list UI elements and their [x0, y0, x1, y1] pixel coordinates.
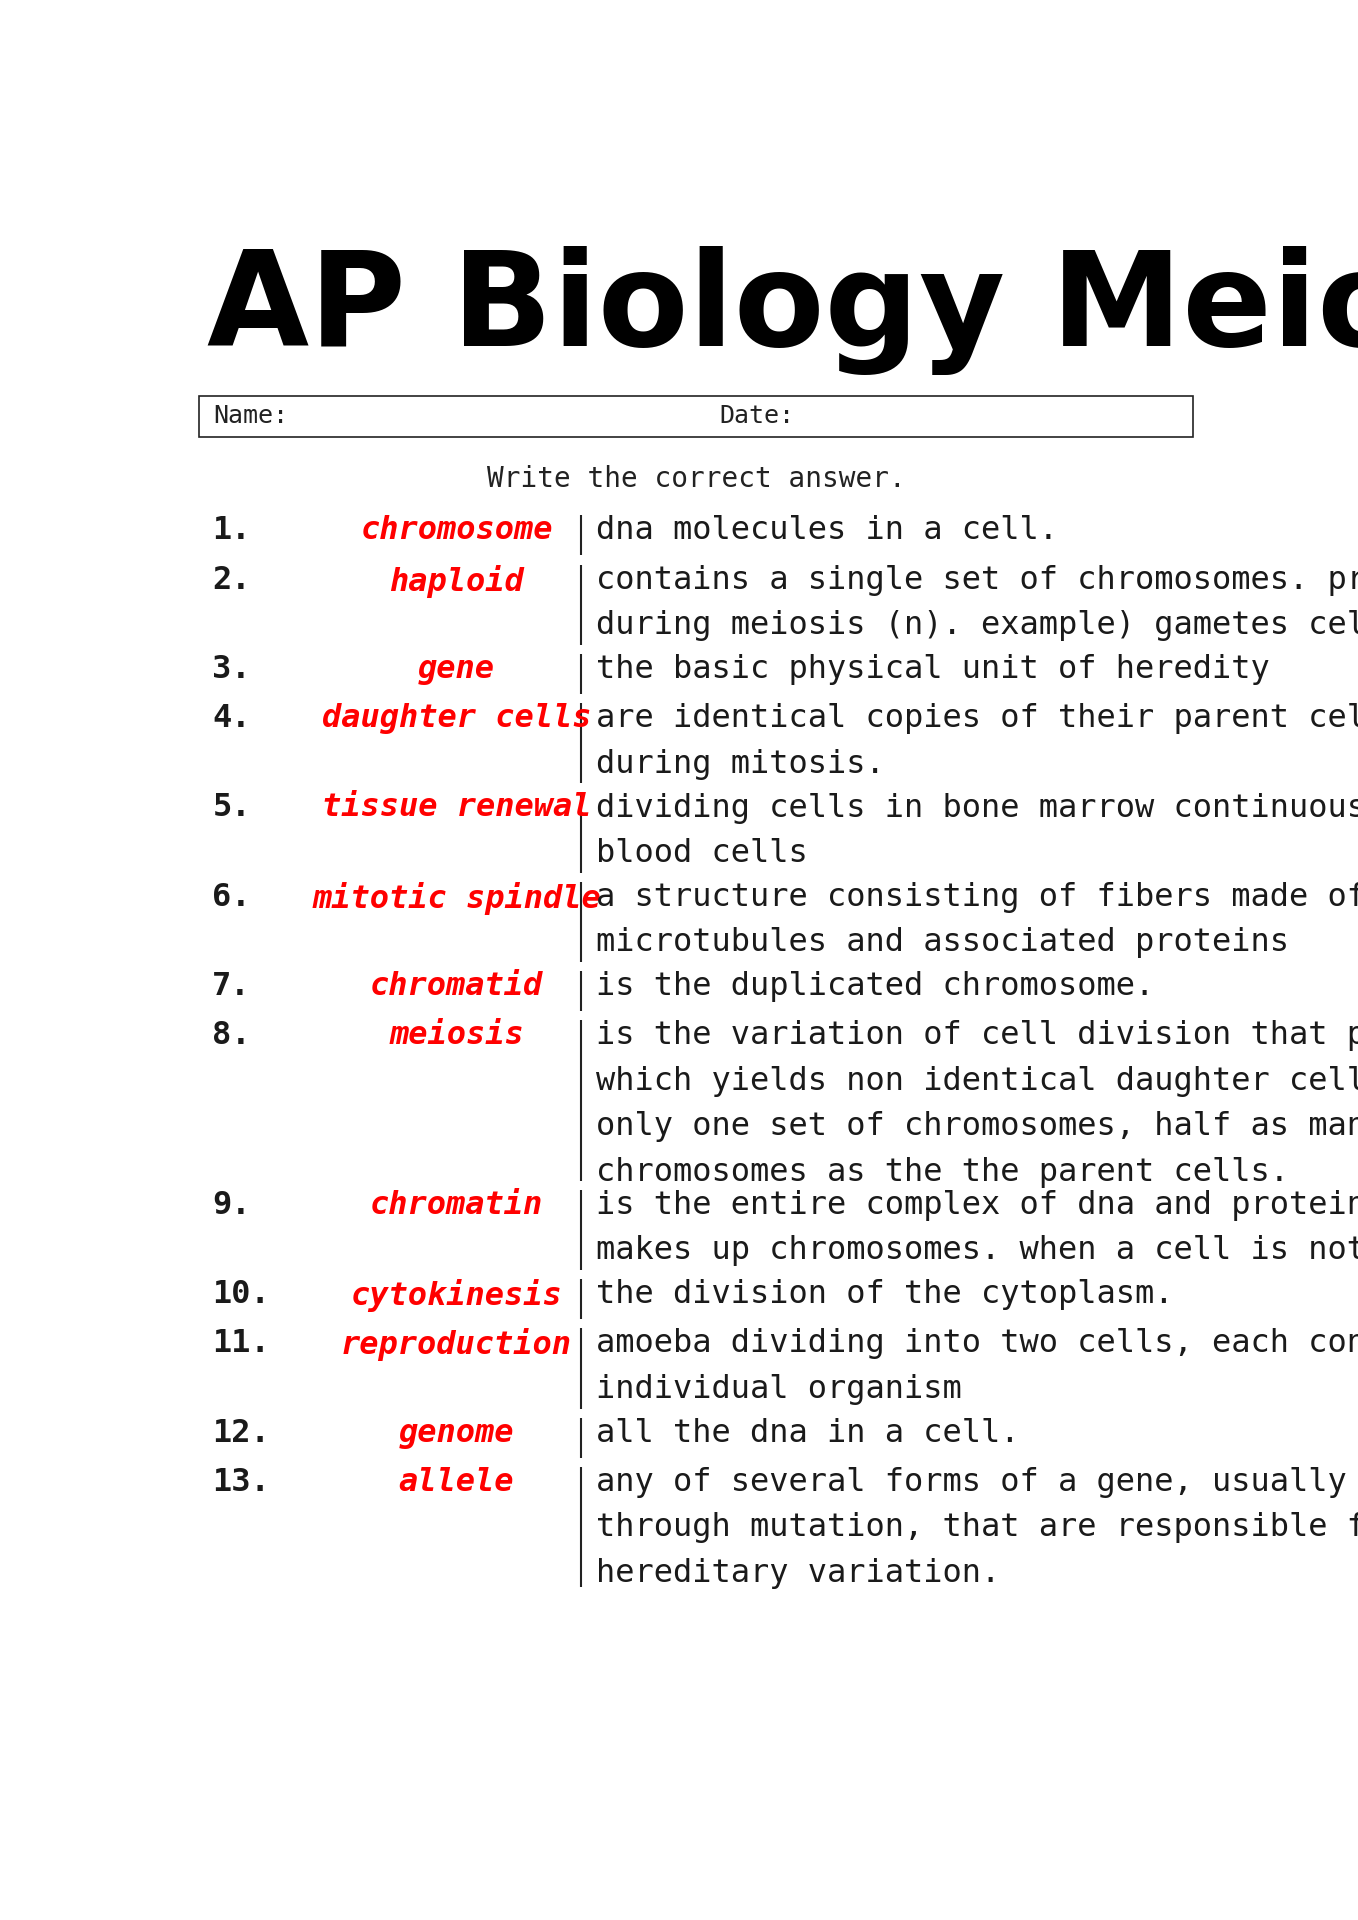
- Text: 7.: 7.: [212, 972, 251, 1002]
- Text: allele: allele: [399, 1467, 515, 1498]
- Text: 11.: 11.: [212, 1329, 270, 1359]
- Text: a structure consisting of fibers made of
microtubules and associated proteins: a structure consisting of fibers made of…: [596, 881, 1358, 958]
- Text: Date:: Date:: [720, 405, 794, 428]
- Text: 1.: 1.: [212, 515, 251, 547]
- Text: reproduction: reproduction: [341, 1329, 572, 1361]
- Text: 9.: 9.: [212, 1190, 251, 1221]
- Bar: [200, 396, 1192, 436]
- Text: 6.: 6.: [212, 881, 251, 912]
- Text: chromosome: chromosome: [360, 515, 553, 547]
- Text: chromatid: chromatid: [369, 972, 543, 1002]
- Text: chromatin: chromatin: [369, 1190, 543, 1221]
- Text: dividing cells in bone marrow continuously make new
blood cells: dividing cells in bone marrow continuous…: [596, 793, 1358, 870]
- Text: dna molecules in a cell.: dna molecules in a cell.: [596, 515, 1058, 547]
- Text: 5.: 5.: [212, 793, 251, 824]
- Text: tissue renewal: tissue renewal: [322, 793, 591, 824]
- Text: mitotic spindle: mitotic spindle: [312, 881, 600, 914]
- Text: is the entire complex of dna and proteins that
makes up chromosomes. when a cell: is the entire complex of dna and protein…: [596, 1190, 1358, 1265]
- Text: gene: gene: [418, 655, 496, 685]
- Text: Write the correct answer.: Write the correct answer.: [486, 465, 906, 493]
- Text: 13.: 13.: [212, 1467, 270, 1498]
- Text: 2.: 2.: [212, 564, 251, 595]
- Text: the division of the cytoplasm.: the division of the cytoplasm.: [596, 1279, 1173, 1309]
- Text: 4.: 4.: [212, 703, 251, 733]
- Text: is the variation of cell division that produces gametes,
which yields non identi: is the variation of cell division that p…: [596, 1020, 1358, 1188]
- Text: genome: genome: [399, 1417, 515, 1450]
- Text: is the duplicated chromosome.: is the duplicated chromosome.: [596, 972, 1154, 1002]
- Text: are identical copies of their parent cells, produced
during mitosis.: are identical copies of their parent cel…: [596, 703, 1358, 780]
- Text: contains a single set of chromosomes. produced
during meiosis (n). example) game: contains a single set of chromosomes. pr…: [596, 564, 1358, 641]
- Text: 3.: 3.: [212, 655, 251, 685]
- Text: meiosis: meiosis: [390, 1020, 524, 1052]
- Text: cytokinesis: cytokinesis: [350, 1279, 562, 1311]
- Text: Name:: Name:: [213, 405, 288, 428]
- Text: 8.: 8.: [212, 1020, 251, 1052]
- Text: the basic physical unit of heredity: the basic physical unit of heredity: [596, 655, 1270, 685]
- Text: daughter cells: daughter cells: [322, 703, 591, 733]
- Text: any of several forms of a gene, usually arising
through mutation, that are respo: any of several forms of a gene, usually …: [596, 1467, 1358, 1590]
- Text: 10.: 10.: [212, 1279, 270, 1309]
- Text: haploid: haploid: [390, 564, 524, 597]
- Text: 12.: 12.: [212, 1417, 270, 1450]
- Text: amoeba dividing into two cells, each constituting an
individual organism: amoeba dividing into two cells, each con…: [596, 1329, 1358, 1405]
- Text: all the dna in a cell.: all the dna in a cell.: [596, 1417, 1020, 1450]
- Text: AP Biology Meiosis: AP Biology Meiosis: [206, 246, 1358, 374]
